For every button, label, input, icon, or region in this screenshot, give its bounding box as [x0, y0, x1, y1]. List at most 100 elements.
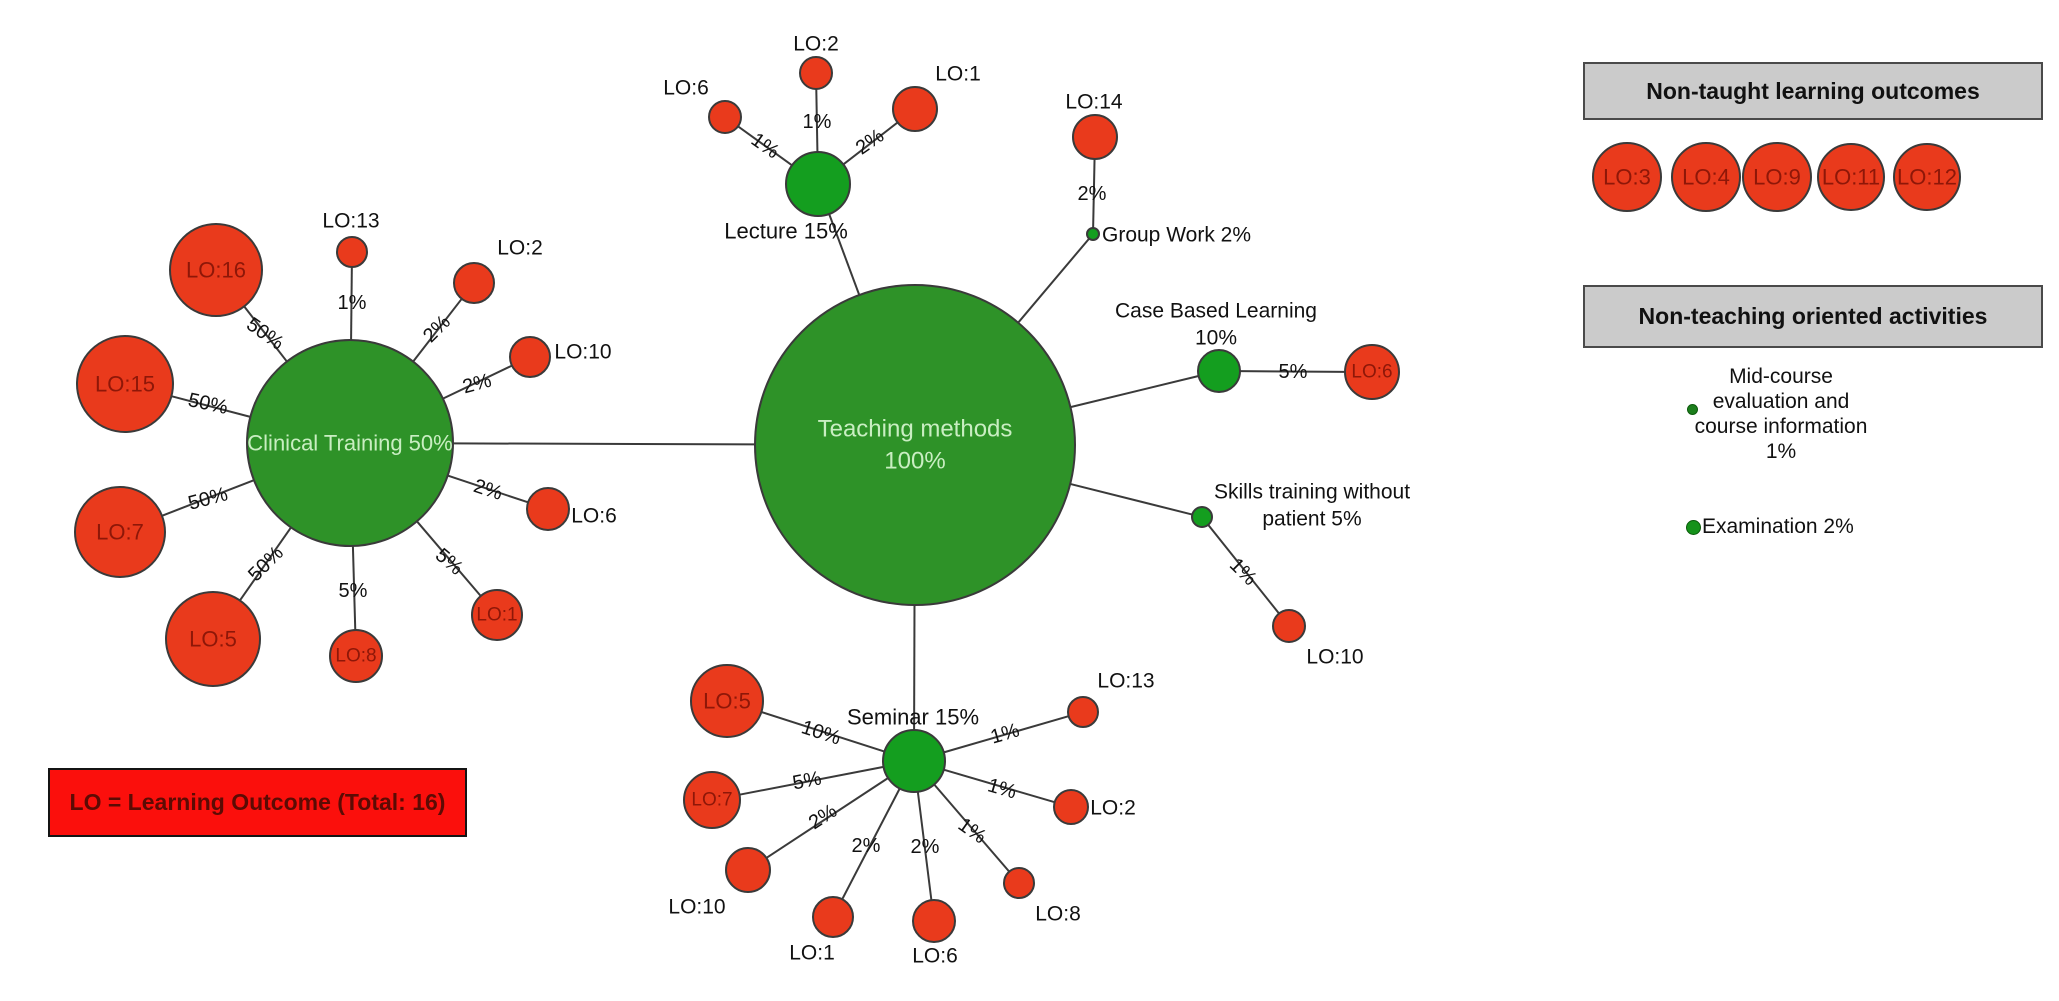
lo-node-g14	[1072, 114, 1118, 160]
midcourse-note: Mid-course evaluation and course informa…	[1681, 364, 1881, 464]
edge-skills-s10	[1207, 524, 1280, 615]
edge-seminar-se2	[943, 768, 1055, 804]
edge-groupwork-g14	[1092, 158, 1096, 229]
edge-clinical-c7	[161, 479, 255, 517]
lo-label-nt4: LO:4	[1682, 165, 1730, 190]
hub-node-cbl	[1197, 349, 1241, 393]
edge-pct-clinical-c7: 50%	[186, 483, 231, 515]
edge-clinical-c2	[412, 298, 463, 363]
lo-label-se10: LO:10	[668, 896, 725, 919]
lo-node-se2	[1053, 789, 1089, 825]
edge-seminar-se7	[739, 765, 884, 796]
edge-pct-clinical-c15: 50%	[186, 389, 230, 419]
legend-box: LO = Learning Outcome (Total: 16)	[48, 768, 467, 837]
edge-pct-lecture-l2: 1%	[803, 111, 832, 133]
lo-label-g14: LO:14	[1065, 91, 1123, 114]
edge-lecture-l2	[815, 88, 819, 153]
hub-label-skills-0: Skills training without	[1214, 481, 1410, 504]
lo-node-se8	[1003, 867, 1035, 899]
lo-label-c16: LO:16	[186, 258, 246, 283]
lo-label-c6: LO:6	[571, 505, 617, 528]
edge-pct-clinical-c6: 2%	[471, 475, 505, 505]
edge-pct-lecture-l6: 1%	[747, 129, 783, 164]
lo-node-s10	[1272, 609, 1306, 643]
hub-label-cbl-1: 10%	[1195, 327, 1237, 350]
hub-label-groupwork-0: Group Work 2%	[1102, 224, 1251, 247]
hub-node-groupwork	[1086, 227, 1100, 241]
lo-node-se10	[725, 847, 771, 893]
panel-non-taught-title: Non-taught learning outcomes	[1646, 77, 1980, 104]
panel-non-taught-outcomes: Non-taught learning outcomes	[1583, 62, 2043, 120]
lo-label-l6: LO:6	[663, 77, 709, 100]
lo-label-se2: LO:2	[1090, 797, 1136, 820]
lo-node-c13	[336, 236, 368, 268]
lo-label-c5: LO:5	[189, 627, 237, 652]
examination-note: Examination 2%	[1686, 515, 1854, 539]
lo-label-nt9: LO:9	[1753, 165, 1801, 190]
edge-clinical-c6	[447, 474, 529, 504]
edge-clinical-c16	[243, 305, 288, 363]
edge-lecture-l6	[737, 125, 793, 167]
lo-label-se8: LO:8	[1035, 903, 1081, 926]
lo-node-l1	[892, 86, 938, 132]
examination-dot-icon	[1686, 519, 1701, 535]
midcourse-line-2: evaluation and	[1712, 390, 1850, 413]
edge-clinical-c5	[239, 526, 292, 602]
lo-node-se13	[1067, 696, 1099, 728]
lo-node-se5	[690, 664, 764, 738]
lo-label-nt12: LO:12	[1897, 165, 1957, 190]
hub-node-lecture	[785, 151, 851, 217]
lo-node-c5	[165, 591, 261, 687]
hub-label-skills-1: patient 5%	[1262, 508, 1361, 531]
hub-node-skills	[1191, 506, 1213, 528]
lo-label-se7: LO:7	[691, 790, 732, 811]
lo-label-c1: LO:1	[476, 605, 517, 626]
lo-node-c16	[169, 223, 263, 317]
lo-label-c13: LO:13	[322, 210, 379, 233]
hub-label-teaching-0: Teaching methods	[818, 416, 1013, 443]
lo-node-c7	[74, 486, 166, 578]
edge-pct-seminar-se13: 1%	[988, 719, 1022, 748]
midcourse-line-1: Mid-course	[1729, 365, 1833, 388]
hub-label-cbl-0: Case Based Learning	[1115, 300, 1317, 323]
lo-label-c8: LO:8	[335, 646, 376, 667]
hub-node-clinical	[246, 339, 454, 547]
edge-seminar-se5	[760, 711, 885, 753]
midcourse-dot-icon	[1687, 404, 1698, 415]
hub-label-clinical-0: Clinical Training 50%	[247, 431, 452, 456]
edge-seminar-se13	[943, 715, 1069, 754]
hub-label-teaching-1: 100%	[884, 448, 945, 475]
midcourse-line-4: 1%	[1765, 440, 1797, 463]
hub-node-teaching	[754, 284, 1076, 606]
edge-clinical-c15	[171, 395, 251, 418]
lo-node-c2	[453, 262, 495, 304]
edge-pct-seminar-se2: 1%	[985, 774, 1019, 803]
lo-label-c10: LO:10	[554, 341, 611, 364]
edge-clinical-c13	[350, 266, 353, 341]
edge-cbl-cb6	[1239, 370, 1346, 373]
lo-label-se13: LO:13	[1097, 670, 1154, 693]
lo-node-c6	[526, 487, 570, 531]
edge-pct-clinical-c8: 5%	[339, 580, 368, 602]
panel-non-teaching-title: Non-teaching oriented activities	[1638, 303, 1988, 329]
edge-pct-clinical-c16: 50%	[242, 314, 288, 355]
lo-node-nt12	[1893, 143, 1961, 211]
lo-node-nt3	[1592, 142, 1662, 212]
hub-node-seminar	[882, 729, 946, 793]
lo-node-nt4	[1671, 142, 1741, 212]
lo-node-l6	[708, 100, 742, 134]
edge-clinical-c8	[351, 545, 357, 631]
edge-pct-seminar-se7: 5%	[791, 767, 824, 794]
midcourse-line-3: course information	[1694, 415, 1868, 438]
edge-pct-groupwork-g14: 2%	[1078, 183, 1107, 205]
lo-node-se6	[912, 899, 956, 943]
lo-label-se1: LO:1	[789, 942, 835, 965]
lo-label-c2: LO:2	[497, 237, 543, 260]
lo-label-nt3: LO:3	[1603, 165, 1651, 190]
lo-label-l1: LO:1	[935, 63, 981, 86]
lo-node-c15	[76, 335, 174, 433]
lo-label-cb6: LO:6	[1351, 362, 1392, 383]
edge-teaching-lecture	[828, 213, 861, 296]
